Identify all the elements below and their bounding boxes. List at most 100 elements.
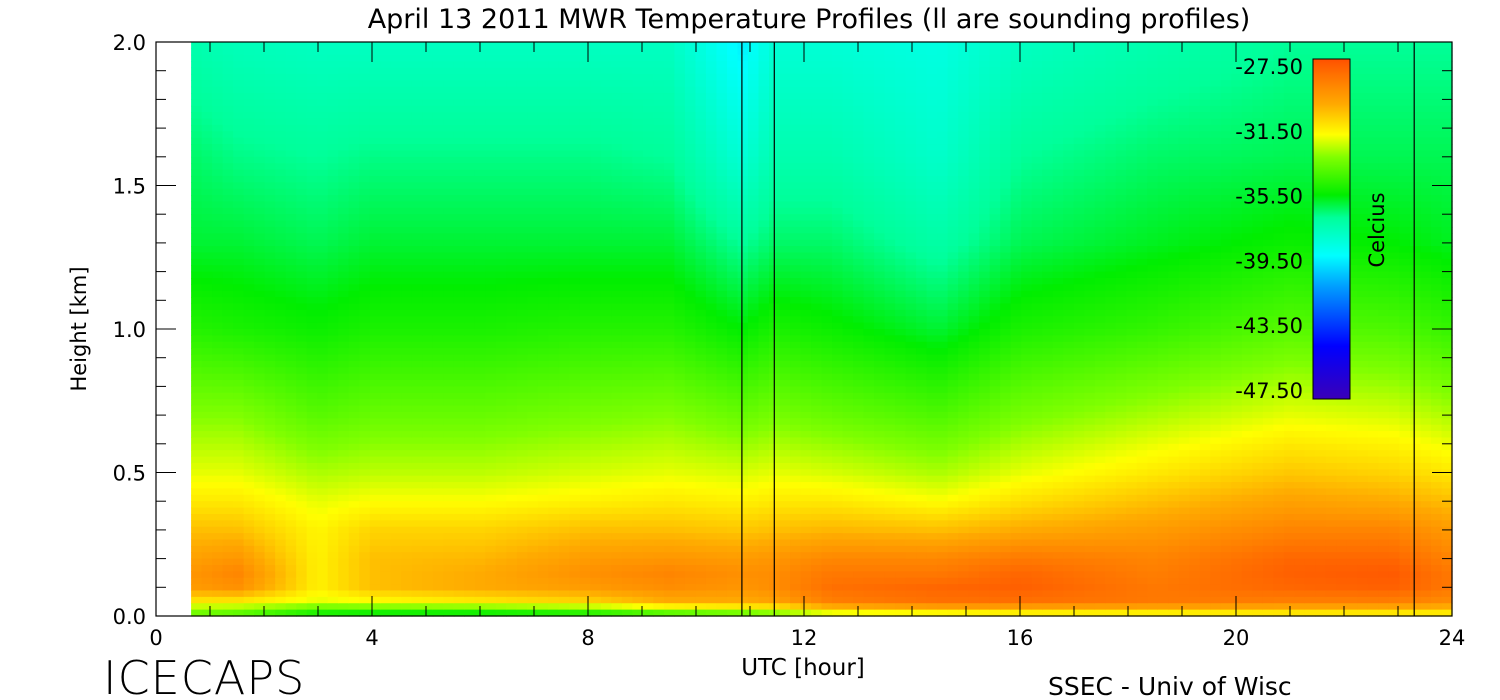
heatmap-cell <box>348 475 360 483</box>
heatmap-cell <box>264 112 276 120</box>
heatmap-cell <box>453 118 465 126</box>
heatmap-cell <box>254 93 266 100</box>
heatmap-cell <box>600 61 612 69</box>
heatmap-cell <box>474 73 486 81</box>
heatmap-cell <box>443 354 455 362</box>
heatmap-cell <box>296 564 308 572</box>
heatmap-cell <box>296 571 308 579</box>
heatmap-cell <box>663 539 676 547</box>
heatmap-cell <box>632 144 644 152</box>
heatmap-cell <box>642 150 655 158</box>
heatmap-cell <box>338 86 350 94</box>
heatmap-cell <box>390 258 402 266</box>
heatmap-cell <box>590 399 602 407</box>
heatmap-cell <box>453 564 465 572</box>
heatmap-cell <box>495 405 507 413</box>
heatmap-cell <box>212 246 224 254</box>
heatmap-cell <box>380 609 392 617</box>
heatmap-cell <box>600 265 612 273</box>
heatmap-cell <box>401 163 413 171</box>
heatmap-cell <box>684 105 697 113</box>
heatmap-cell <box>705 501 718 509</box>
heatmap-cell <box>663 418 676 426</box>
heatmap-cell <box>695 144 707 152</box>
heatmap-cell <box>758 214 770 222</box>
heatmap-cell <box>380 61 392 69</box>
heatmap-cell <box>611 456 623 464</box>
heatmap-cell <box>684 494 697 502</box>
heatmap-cell <box>600 297 612 305</box>
heatmap-cell <box>590 105 602 113</box>
heatmap-cell <box>222 558 234 566</box>
heatmap-cell <box>432 405 444 413</box>
heatmap-cell <box>632 175 644 183</box>
heatmap-cell <box>705 303 718 311</box>
heatmap-cell <box>264 277 276 285</box>
heatmap-cell <box>474 61 486 69</box>
heatmap-cell <box>569 533 581 541</box>
heatmap-cell <box>380 118 392 126</box>
heatmap-cell <box>558 386 570 394</box>
heatmap-cell <box>422 246 434 254</box>
heatmap-cell <box>590 322 602 330</box>
heatmap-cell <box>758 348 770 356</box>
heatmap-cell <box>516 533 528 541</box>
heatmap-cell <box>611 137 623 145</box>
heatmap-cell <box>254 73 266 81</box>
heatmap-cell <box>569 386 581 394</box>
heatmap-cell <box>548 373 560 381</box>
heatmap-cell <box>201 418 213 426</box>
heatmap-cell <box>663 584 676 592</box>
heatmap-cell <box>748 367 760 375</box>
heatmap-cell <box>684 584 697 592</box>
heatmap-cell <box>275 596 287 604</box>
heatmap-cell <box>243 533 255 541</box>
heatmap-cell <box>306 131 318 139</box>
heatmap-cell <box>705 462 718 470</box>
heatmap-cell <box>422 539 434 547</box>
heatmap-cell <box>296 86 308 94</box>
heatmap-cell <box>401 118 413 126</box>
heatmap-cell <box>422 48 434 56</box>
heatmap-cell <box>684 418 697 426</box>
heatmap-cell <box>674 539 686 547</box>
heatmap-cell <box>569 475 581 483</box>
heatmap-cell <box>317 169 329 177</box>
heatmap-cell <box>306 316 318 324</box>
heatmap-cell <box>516 424 528 432</box>
heatmap-cell <box>254 303 266 311</box>
heatmap-cell <box>432 482 444 490</box>
heatmap-cell <box>453 341 465 349</box>
heatmap-cell <box>726 482 739 490</box>
heatmap-cell <box>716 271 728 279</box>
heatmap-cell <box>705 214 718 222</box>
heatmap-cell <box>758 188 770 196</box>
heatmap-cell <box>590 577 602 585</box>
heatmap-cell <box>569 488 581 496</box>
heatmap-cell <box>737 360 749 368</box>
heatmap-cell <box>317 207 329 215</box>
heatmap-cell <box>548 596 560 604</box>
heatmap-cell <box>411 48 423 56</box>
heatmap-cell <box>506 73 518 81</box>
heatmap-cell <box>254 418 266 426</box>
heatmap-cell <box>548 303 560 311</box>
heatmap-cell <box>621 124 634 132</box>
heatmap-cell <box>737 456 749 464</box>
heatmap-cell <box>674 201 686 209</box>
heatmap-cell <box>684 137 697 145</box>
heatmap-cell <box>275 297 287 305</box>
heatmap-cell <box>716 424 728 432</box>
heatmap-cell <box>527 354 539 362</box>
heatmap-cell <box>443 118 455 126</box>
heatmap-cell <box>390 609 402 617</box>
heatmap-cell <box>590 552 602 560</box>
heatmap-cell <box>474 105 486 113</box>
heatmap-cell <box>548 93 560 100</box>
heatmap-cell <box>191 316 203 324</box>
heatmap-cell <box>369 482 381 490</box>
heatmap-cell <box>443 258 455 266</box>
heatmap-cell <box>653 603 665 611</box>
heatmap-cell <box>285 341 297 349</box>
heatmap-cell <box>296 169 308 177</box>
